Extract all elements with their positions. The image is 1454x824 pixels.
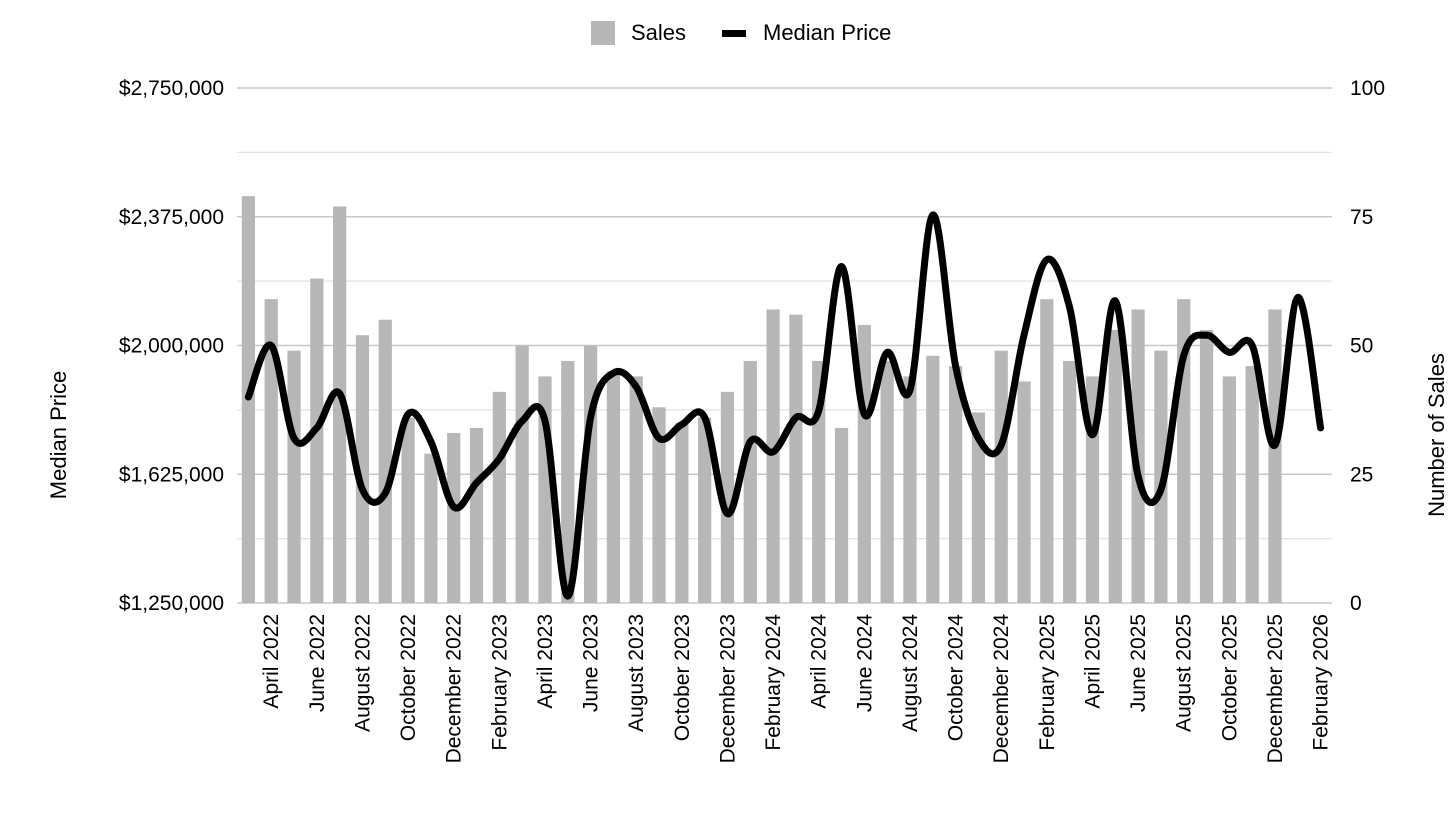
- x-axis-tick-label: April 2024: [808, 614, 831, 709]
- x-axis-tick-label: August 2025: [1173, 614, 1196, 732]
- x-axis-tick-label: June 2022: [306, 614, 329, 712]
- sales-bar: [789, 314, 803, 603]
- x-axis-tick-label: August 2022: [352, 614, 375, 732]
- x-axis-tick-label: February 2024: [762, 614, 785, 751]
- sales-bar: [629, 376, 643, 603]
- sales-bar: [492, 391, 506, 603]
- legend-median-price-label: Median Price: [763, 20, 891, 45]
- left-axis-ticks: $1,250,000 $1,625,000 $2,000,000 $2,375,000…: [119, 77, 224, 615]
- sales-bar: [1199, 330, 1214, 603]
- left-axis-tick-label: $2,750,000: [119, 77, 224, 100]
- sales-bar: [675, 422, 689, 603]
- x-axis-tick-label: June 2023: [580, 614, 603, 712]
- sales-bar: [447, 433, 461, 603]
- sales-bar: [1222, 376, 1236, 603]
- legend-median-price-swatch: [722, 30, 746, 37]
- sales-bar: [287, 350, 301, 603]
- sales-bar: [469, 427, 484, 603]
- sales-bar: [926, 355, 940, 603]
- right-axis-tick-label: 25: [1350, 463, 1373, 486]
- sales-bar: [264, 299, 278, 603]
- sales-bar: [310, 278, 324, 603]
- sales-bar: [1063, 360, 1077, 603]
- median-price-line: [244, 211, 1325, 600]
- sales-bar: [378, 319, 392, 603]
- x-axis-tick-label: December 2024: [990, 614, 1013, 764]
- x-axis-tick-label: February 2023: [488, 614, 511, 751]
- x-axis-tick-label: August 2024: [899, 614, 922, 732]
- right-axis-ticks: 0 25 50 75 100: [1350, 77, 1385, 615]
- sales-bar: [652, 407, 666, 603]
- left-axis-title: Median Price: [46, 371, 71, 499]
- x-axis-tick-label: December 2023: [717, 614, 740, 763]
- sales-bar: [880, 360, 894, 603]
- sales-bar: [1108, 330, 1122, 603]
- sales-bar: [355, 335, 370, 603]
- sales-bar: [561, 360, 575, 603]
- legend: Sales Median Price: [591, 20, 891, 45]
- x-axis-tick-label: June 2025: [1127, 614, 1150, 712]
- gridlines: [237, 87, 1332, 604]
- x-axis-tick-label: December 2022: [443, 614, 466, 763]
- median-price-line-path: [244, 211, 1325, 600]
- x-axis-tick-label: October 2024: [945, 614, 968, 742]
- x-axis-tick-label: February 2026: [1310, 614, 1333, 751]
- sales-bar: [333, 206, 347, 603]
- sales-bar: [424, 453, 438, 603]
- right-axis-tick-label: 100: [1350, 77, 1385, 100]
- sales-bar: [720, 391, 735, 603]
- sales-bar: [401, 417, 415, 603]
- right-axis-tick-label: 50: [1350, 335, 1373, 358]
- sales-bars: [241, 196, 1282, 603]
- right-axis-tick-label: 0: [1350, 592, 1362, 615]
- legend-sales-label: Sales: [631, 20, 686, 45]
- right-axis-tick-label: 75: [1350, 206, 1373, 229]
- right-axis-title: Number of Sales: [1424, 353, 1449, 517]
- x-axis-ticks: April 2022 June 2022 August 2022 October 20…: [260, 614, 1332, 764]
- sales-bar: [743, 360, 757, 603]
- sales-bar: [1017, 381, 1031, 603]
- legend-sales-swatch: [591, 21, 615, 45]
- x-axis-tick-label: October 2023: [671, 614, 694, 741]
- x-axis-tick-label: February 2025: [1036, 614, 1059, 751]
- x-axis-tick-label: December 2025: [1264, 614, 1287, 763]
- left-axis-tick-label: $2,375,000: [119, 206, 224, 229]
- sales-bar: [1268, 309, 1282, 603]
- x-axis-tick-label: August 2023: [625, 614, 648, 732]
- sales-bar: [698, 417, 712, 603]
- sales-bar: [1040, 299, 1054, 603]
- x-axis-tick-label: April 2025: [1082, 614, 1105, 709]
- left-axis-tick-label: $1,250,000: [119, 592, 224, 615]
- sales-bar: [834, 427, 849, 603]
- x-axis-tick-label: April 2023: [534, 614, 557, 709]
- sales-bar: [903, 376, 917, 603]
- left-axis-tick-label: $2,000,000: [119, 335, 224, 358]
- sales-bar: [971, 412, 986, 603]
- sales-bar: [1245, 366, 1259, 603]
- x-axis-tick-label: June 2024: [853, 614, 876, 712]
- sales-bar: [515, 345, 529, 603]
- sales-bar: [948, 366, 963, 603]
- sales-bar: [766, 309, 780, 603]
- left-axis-tick-label: $1,625,000: [119, 463, 224, 486]
- x-axis-tick-label: October 2022: [397, 614, 420, 741]
- x-axis-tick-label: October 2025: [1218, 614, 1241, 741]
- sales-bar: [994, 350, 1008, 603]
- x-axis-tick-label: April 2022: [260, 614, 283, 709]
- sales-bar: [606, 371, 621, 603]
